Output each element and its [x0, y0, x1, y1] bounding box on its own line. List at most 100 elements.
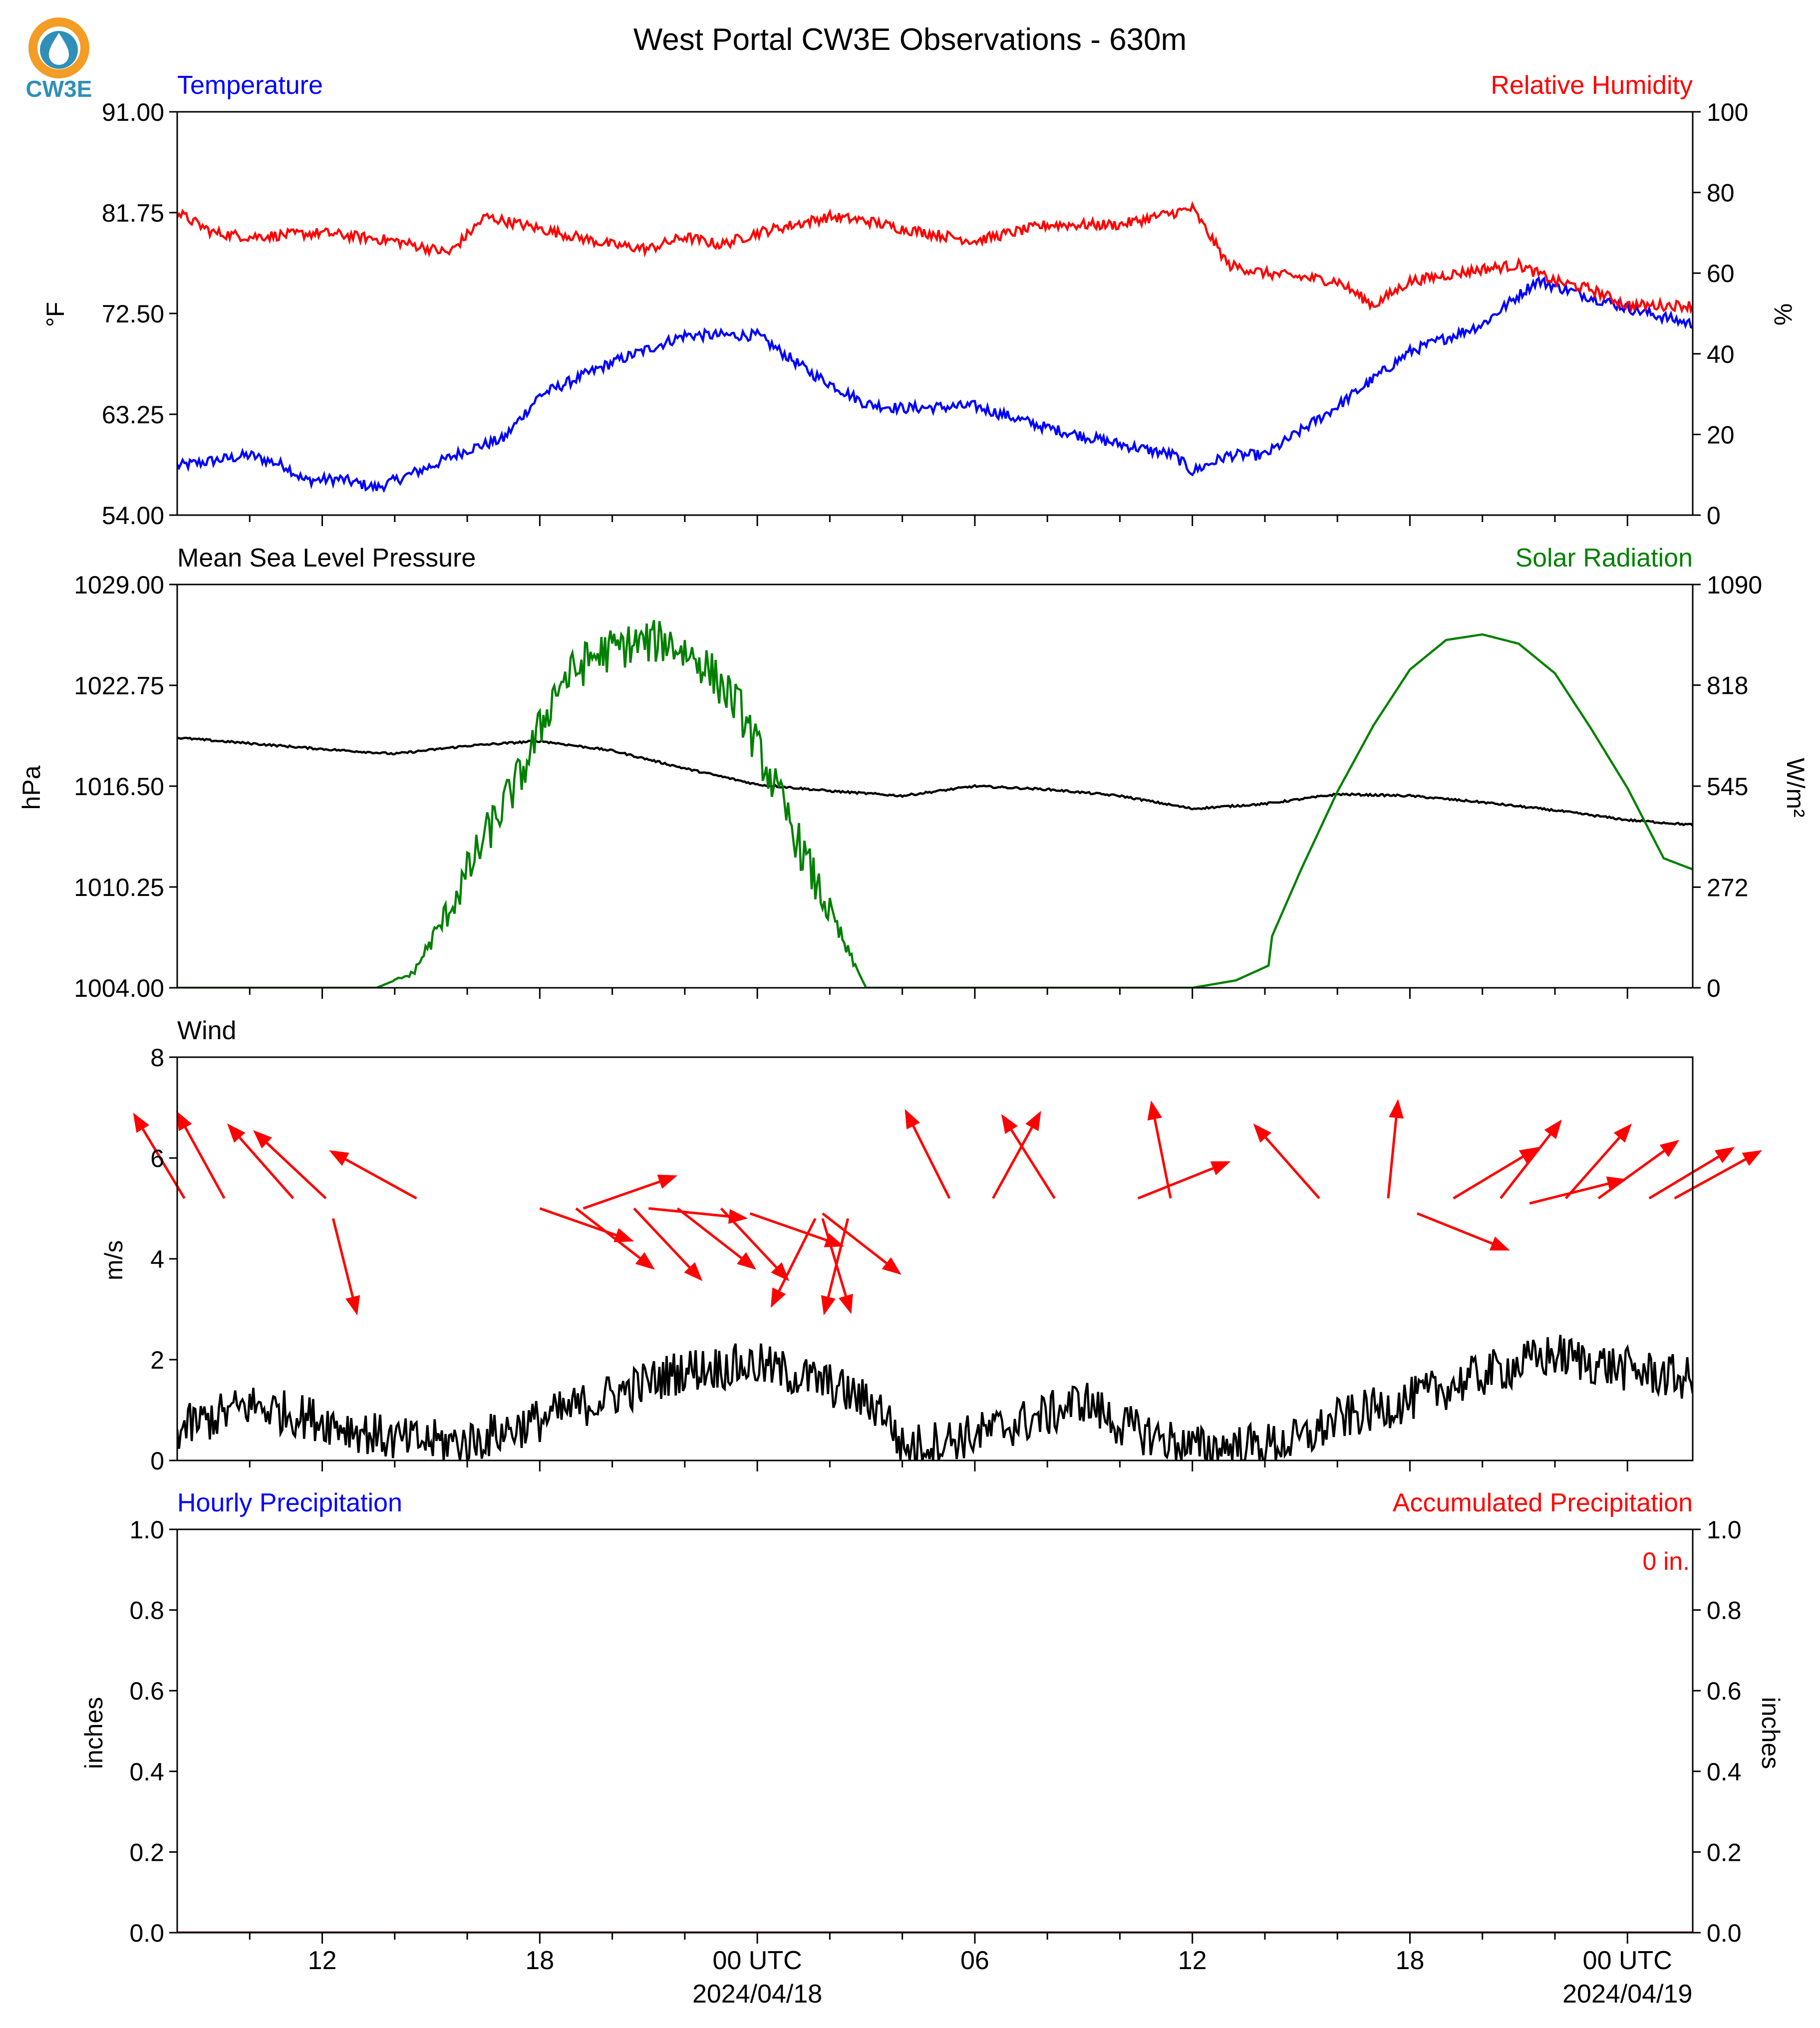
right-tick-label: 545: [1707, 773, 1748, 801]
x-tick-label: 12: [308, 1946, 337, 1975]
right-tick-label: 0.6: [1707, 1677, 1742, 1705]
left-tick-label: 1.0: [129, 1516, 164, 1544]
panel-frame: [176, 1528, 1694, 1934]
wind-arrow-1: [184, 1127, 226, 1199]
series-line-temperature: [177, 276, 1693, 493]
wind-arrowhead-27: [1489, 1236, 1510, 1251]
wind-arrow-12: [720, 1207, 778, 1268]
left-tick-label: 0: [150, 1447, 164, 1475]
left-tick-label: 1022.75: [74, 672, 164, 700]
wind-arrow-29: [1564, 1137, 1620, 1199]
left-tick-label: 81.75: [102, 199, 164, 227]
panel1-left-title: Temperature: [177, 71, 323, 100]
x-tick-label: 06: [960, 1946, 989, 1975]
wind-arrow-22: [1153, 1119, 1172, 1199]
wind-arrow-32: [1674, 1158, 1746, 1199]
panel2-left-axis-label: hPa: [17, 765, 45, 810]
x-tick-label: 00 UTC: [713, 1946, 802, 1975]
wind-arrowhead-12: [771, 1262, 790, 1281]
left-tick-label: 2: [150, 1346, 164, 1374]
x-date-label: 2024/04/19: [1562, 1980, 1692, 2009]
wind-arrow-9: [583, 1180, 660, 1210]
wind-arrow-31: [1648, 1156, 1720, 1199]
wind-arrow-7: [575, 1207, 641, 1259]
right-tick-label: 80: [1707, 179, 1735, 207]
left-tick-label: 0.2: [129, 1838, 164, 1866]
wind-arrowhead-22: [1147, 1100, 1163, 1121]
wind-arrowhead-9: [657, 1174, 678, 1189]
right-tick-label: 0: [1707, 974, 1721, 1002]
wind-arrowhead-14: [770, 1287, 786, 1308]
wind-arrow-14: [778, 1218, 817, 1292]
wind-arrow-2: [239, 1137, 295, 1199]
x-tick-label: 12: [1178, 1946, 1207, 1975]
wind-arrowhead-0: [133, 1113, 150, 1133]
wind-arrowhead-26: [1544, 1119, 1562, 1140]
wind-arrow-4: [345, 1158, 417, 1199]
wind-arrowhead-1: [176, 1111, 192, 1132]
left-tick-label: 1010.25: [74, 873, 164, 901]
wind-arrow-19: [992, 1127, 1033, 1199]
wind-arrowhead-30: [1659, 1140, 1680, 1158]
wind-arrows: [133, 1099, 1762, 1316]
series-line-solar-radiation: [177, 620, 1693, 988]
panel2-plot: 1004.00 1010.25 1016.50 1022.75 1029.00 0 272 5…: [74, 571, 1762, 1002]
right-tick-label: 1.0: [1707, 1516, 1742, 1544]
logo-text: CW3E: [26, 76, 92, 102]
panel-wind: Wind m/s 0 2 4 6 8: [100, 1016, 1762, 1475]
panel3-left-title: Wind: [177, 1016, 236, 1045]
wind-arrow-30: [1597, 1150, 1665, 1199]
wind-arrowhead-7: [635, 1252, 655, 1270]
panel4-left-title: Hourly Precipitation: [177, 1488, 402, 1517]
wind-arrowhead-29: [1613, 1123, 1632, 1143]
wind-arrow-23: [1264, 1137, 1320, 1199]
panel2-right-axis-label: W/m²: [1782, 758, 1810, 817]
wind-arrowhead-15: [821, 1295, 836, 1316]
panel-precipitation: Hourly Precipitation Accumulated Precipi…: [80, 1488, 1785, 1947]
left-tick-label: 8: [150, 1044, 164, 1072]
wind-arrowhead-18: [905, 1109, 920, 1130]
drop-icon: [49, 33, 69, 65]
x-tick-label: 18: [1396, 1946, 1425, 1975]
right-tick-label: 1090: [1707, 571, 1762, 599]
right-tick-label: 0.2: [1707, 1838, 1742, 1866]
wind-arrowhead-28: [1606, 1176, 1627, 1191]
panel3-plot: 0 2 4 6 8: [133, 1044, 1762, 1475]
wind-arrowhead-20: [1001, 1114, 1018, 1134]
x-date-label: 2024/04/18: [692, 1980, 822, 2009]
left-tick-label: 0.6: [129, 1677, 164, 1705]
time-axis-labels: 12 18 00 UTC 2024/04/18 06 12 18 00 UTC 2024/04/…: [308, 1946, 1693, 2009]
panel-pressure-solar: Mean Sea Level Pressure Solar Radiation …: [17, 544, 1810, 1002]
right-tick-label: 818: [1707, 672, 1748, 700]
panel1-plot: 54.00 63.25 72.50 81.75 91.00 0 20 40 60 80 100: [102, 98, 1749, 530]
wind-arrowhead-6: [613, 1228, 634, 1242]
wind-arrowhead-8: [684, 1262, 703, 1281]
wind-arrow-16: [821, 1218, 847, 1297]
left-tick-label: 63.25: [102, 401, 164, 429]
panel2-left-title: Mean Sea Level Pressure: [177, 544, 476, 573]
wind-arrowhead-5: [345, 1295, 360, 1316]
panel1-left-axis-label: °F: [41, 302, 69, 327]
wind-arrowhead-24: [1389, 1099, 1404, 1119]
wind-arrowhead-11: [736, 1252, 757, 1270]
cw3e-logo: CW3E: [26, 17, 92, 102]
panel4-plot: 0.0 0.2 0.4 0.6 0.8 1.0 0.0 0.2 0.4 0.6 0.8 1.0: [129, 1516, 1741, 1947]
accumulated-precip-total: 0 in.: [1642, 1547, 1690, 1575]
wind-arrowhead-25: [1518, 1147, 1539, 1163]
wind-arrowhead-19: [1025, 1111, 1041, 1132]
series-line-mean-sea-level-pressure: [177, 736, 1693, 827]
wind-arrowhead-31: [1715, 1147, 1735, 1163]
left-tick-label: 0.4: [129, 1758, 164, 1786]
wind-arrow-13: [749, 1212, 827, 1241]
right-tick-label: 0.4: [1707, 1758, 1742, 1786]
panel4-left-axis-label: inches: [80, 1697, 108, 1769]
wind-arrow-26: [1500, 1134, 1551, 1199]
panel4-right-axis-label: inches: [1757, 1697, 1785, 1769]
panel-temperature-humidity: Temperature Relative Humidity °F % 54.00…: [41, 71, 1797, 530]
wind-arrowhead-3: [253, 1130, 272, 1149]
panel4-right-title: Accumulated Precipitation: [1393, 1488, 1693, 1517]
left-tick-label: 1016.50: [74, 773, 164, 801]
right-tick-label: 272: [1707, 873, 1748, 901]
